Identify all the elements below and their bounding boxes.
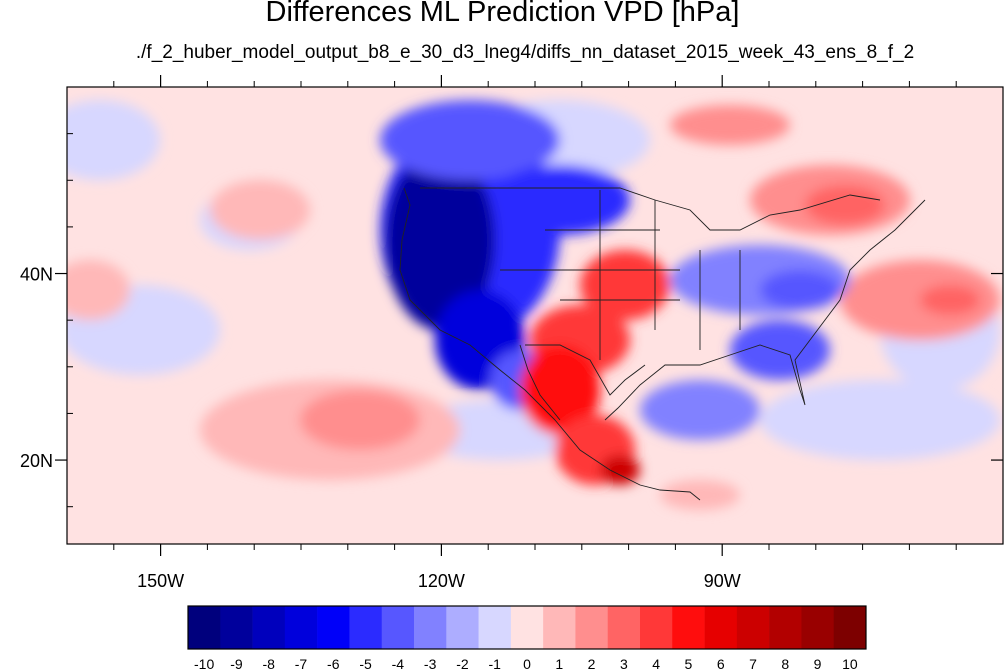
- colorbar-label: -3: [424, 656, 437, 672]
- colorbar-swatch: [510, 606, 544, 649]
- colorbar-swatch: [736, 606, 770, 649]
- colorbar-swatch: [704, 606, 738, 649]
- colorbar-label: -7: [295, 656, 308, 672]
- field-layer: [67, 87, 1003, 544]
- colorbar-label: 0: [523, 656, 531, 672]
- coastline-layer: [399, 187, 926, 501]
- colorbar-swatch: [543, 606, 576, 649]
- colorbar-frame: [187, 605, 867, 650]
- colorbar-swatch: [284, 606, 318, 649]
- x-tick-label: 120W: [418, 571, 465, 591]
- colorbar-label: 6: [717, 656, 725, 672]
- colorbar-swatch: [188, 606, 221, 649]
- colorbar-label: -10: [194, 656, 214, 672]
- y-tick-label: 40N: [20, 265, 53, 285]
- colorbar-swatch: [672, 606, 705, 649]
- colorbar-label: 10: [842, 656, 858, 672]
- colorbar-swatch: [252, 606, 286, 649]
- colorbar-swatch: [414, 606, 447, 649]
- colorbar-label: 7: [749, 656, 757, 672]
- colorbar-label: -4: [392, 656, 405, 672]
- colorbar-label: 3: [620, 656, 628, 672]
- y-tick-label: 20N: [20, 451, 53, 471]
- colorbar-label: 2: [588, 656, 596, 672]
- colorbar-label: 5: [685, 656, 693, 672]
- colorbar-swatch: [220, 606, 253, 649]
- colorbar-label: 1: [555, 656, 563, 672]
- colorbar-label: -2: [456, 656, 469, 672]
- x-tick-label: 90W: [704, 571, 741, 591]
- colorbar-swatch: [381, 606, 415, 649]
- colorbar-swatch: [317, 606, 350, 649]
- colorbar-swatch: [607, 606, 641, 649]
- colorbar-label: -6: [327, 656, 340, 672]
- colorbar-label: 4: [652, 656, 660, 672]
- map-subtitle: ./f_2_huber_model_output_b8_e_30_d3_lneg…: [135, 42, 915, 63]
- colorbar-swatch: [446, 606, 479, 649]
- colorbar-label: 8: [781, 656, 789, 672]
- colorbar-swatch: [349, 606, 383, 649]
- colorbar-label: 9: [814, 656, 822, 672]
- colorbar-swatch: [769, 606, 802, 649]
- colorbar: -10 -9 -8 -7 -6 -5 -4 -3 -2 -1 0 1 2 3 4 5 6 7 8 9 10: [187, 605, 867, 672]
- colorbar-label: -5: [359, 656, 372, 672]
- axis-ticks: 150W 120W 90W 40N 20N: [20, 75, 1003, 591]
- colorbar-swatch: [640, 606, 673, 649]
- colorbar-swatch: [833, 606, 867, 649]
- colorbar-label: -9: [230, 656, 243, 672]
- colorbar-label: -1: [488, 656, 501, 672]
- colorbar-label: -8: [262, 656, 275, 672]
- colorbar-swatch: [801, 606, 835, 649]
- x-tick-label: 150W: [137, 571, 184, 591]
- colorbar-swatch: [478, 606, 512, 649]
- map-title: Differences ML Prediction VPD [hPa]: [265, 0, 740, 28]
- colorbar-swatch: [575, 606, 609, 649]
